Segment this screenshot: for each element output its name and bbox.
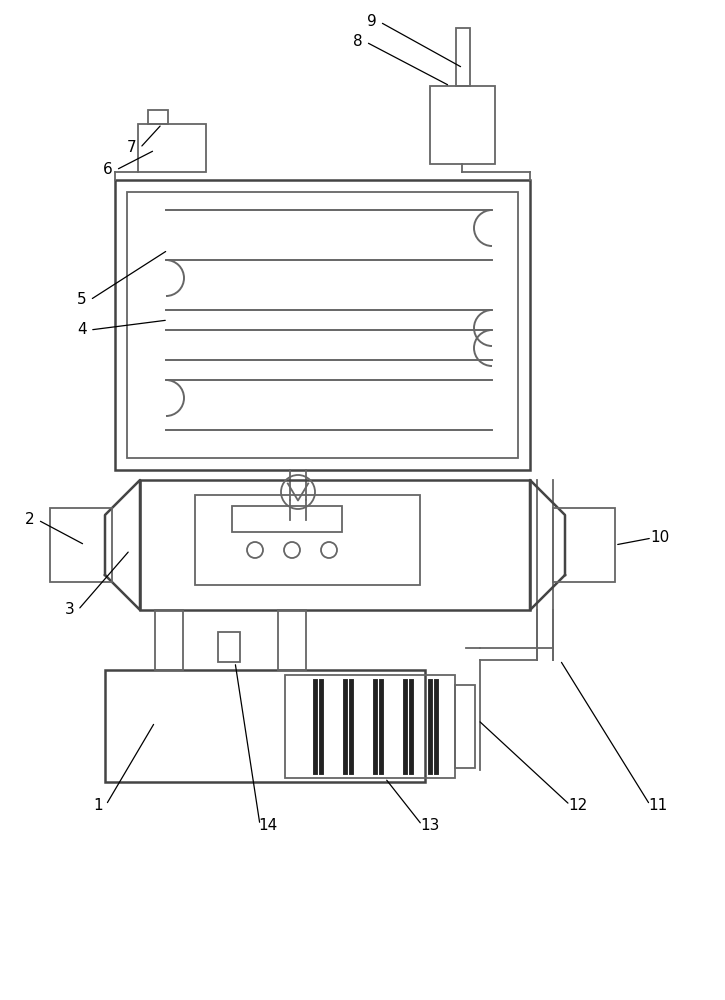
Bar (455, 685, 475, 768)
Bar (115, 180, 530, 470)
Bar (232, 506, 342, 532)
Bar (553, 508, 615, 582)
Bar (148, 110, 168, 124)
Bar (195, 495, 420, 585)
Bar (105, 670, 425, 782)
Bar (50, 508, 112, 582)
Text: 4: 4 (77, 322, 87, 338)
Text: 6: 6 (103, 162, 113, 178)
Bar (138, 124, 206, 172)
Bar (127, 192, 518, 458)
Text: 8: 8 (353, 34, 362, 49)
Text: 12: 12 (568, 798, 588, 812)
Bar (278, 610, 306, 670)
Text: 5: 5 (77, 292, 87, 308)
Text: 3: 3 (65, 602, 75, 617)
Text: 2: 2 (25, 512, 35, 528)
Text: 11: 11 (648, 798, 668, 812)
Bar (456, 28, 470, 86)
Bar (155, 610, 183, 670)
Text: 10: 10 (650, 530, 670, 546)
Bar (430, 86, 495, 164)
Bar (140, 480, 530, 610)
Text: 7: 7 (127, 140, 137, 155)
Bar (218, 632, 240, 662)
Text: 14: 14 (258, 818, 278, 832)
Text: 13: 13 (420, 818, 439, 832)
Text: 9: 9 (367, 14, 377, 29)
Bar (285, 675, 455, 778)
Text: 1: 1 (94, 798, 103, 812)
